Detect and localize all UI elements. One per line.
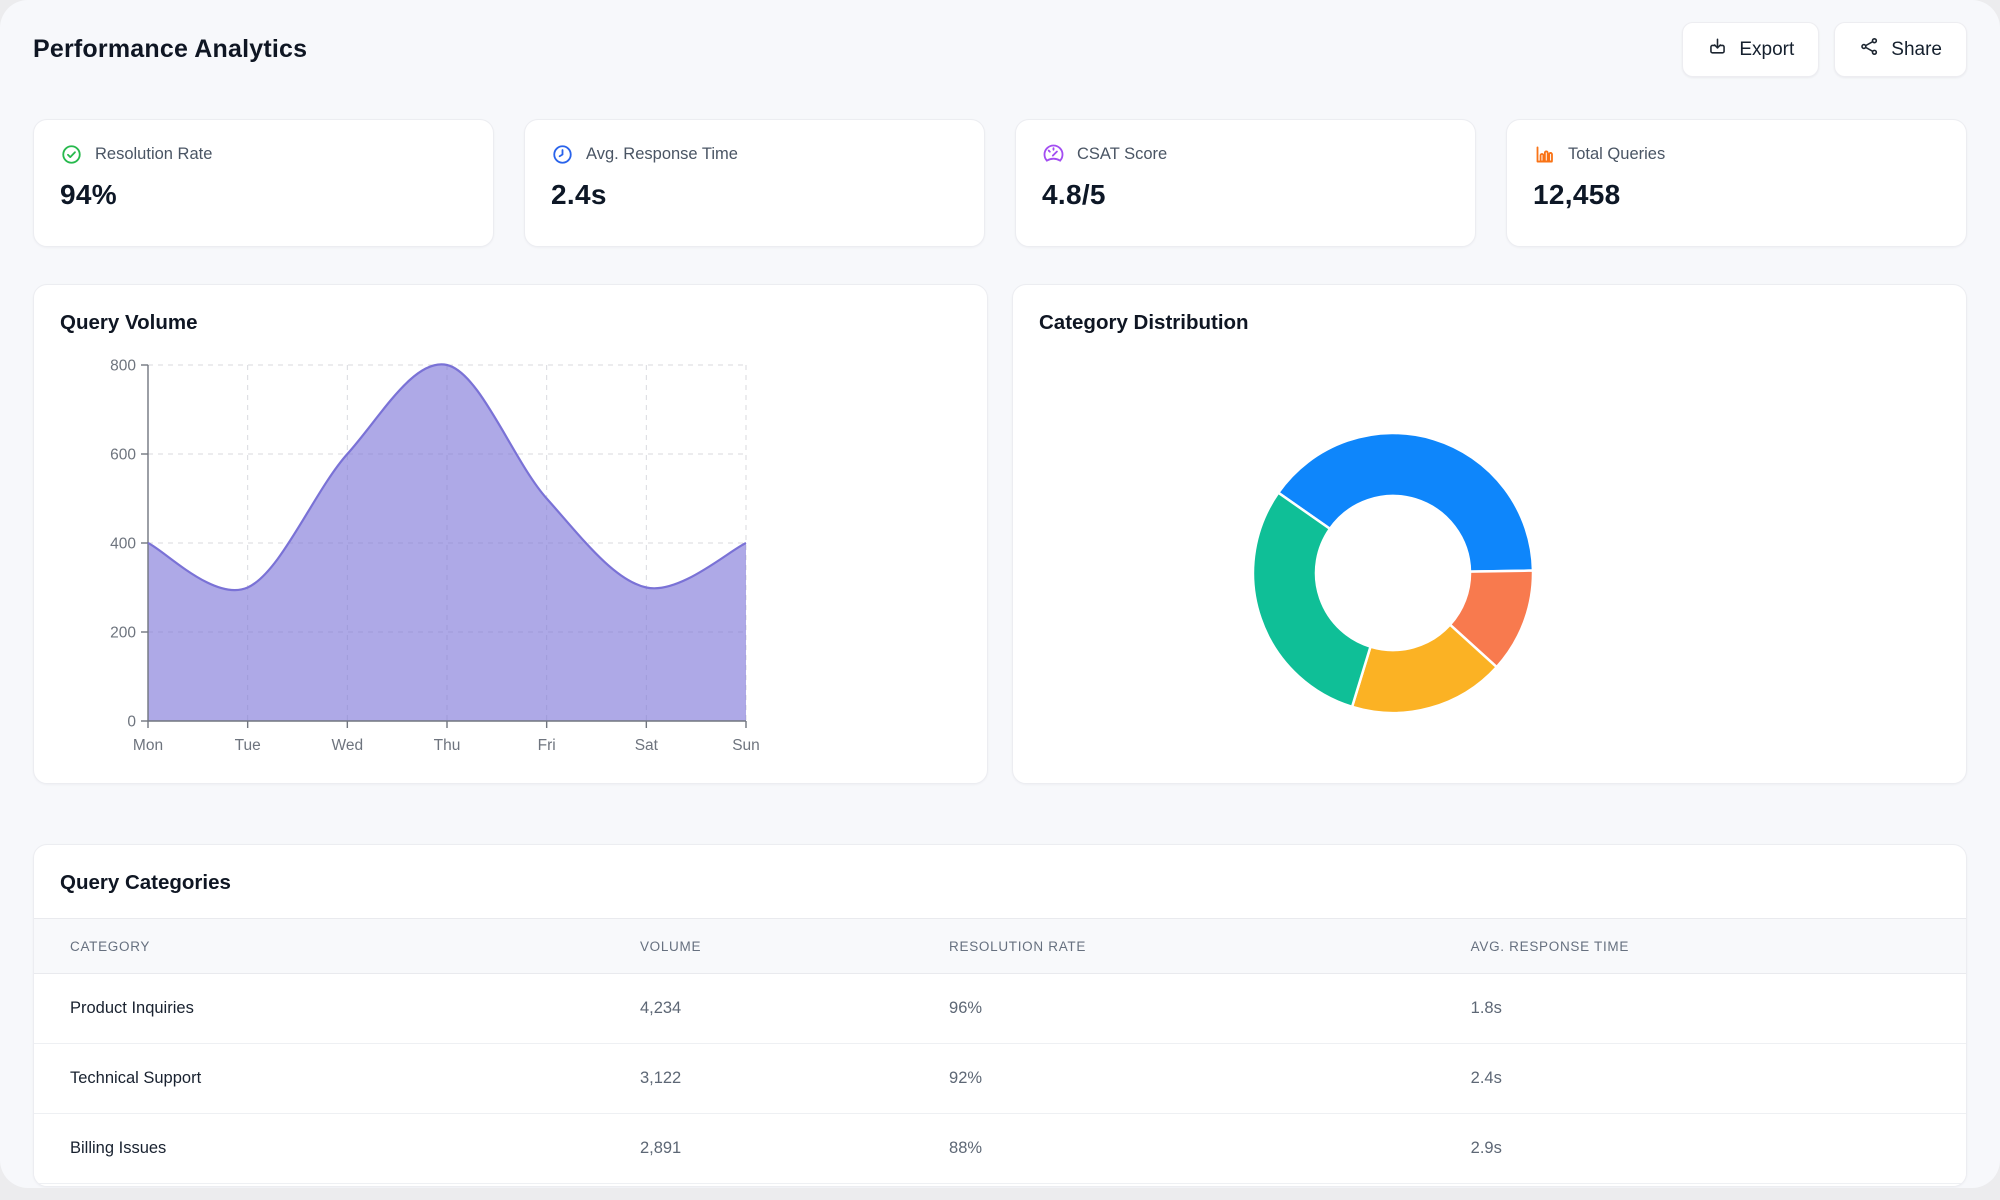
export-label: Export — [1739, 38, 1795, 60]
stat-card-csat-score: CSAT Score 4.8/5 — [1015, 119, 1476, 247]
donut-segment-teal — [1251, 490, 1373, 709]
cell-category: Product Inquiries — [70, 999, 194, 1017]
cell-resolution-rate: 92% — [949, 1069, 983, 1087]
cell-avg-response-time: 2.9s — [1470, 1139, 1502, 1157]
share-label: Share — [1891, 38, 1942, 60]
column-header-resolution-rate: Resolution Rate — [949, 938, 1087, 954]
stat-value: 4.8/5 — [1042, 179, 1106, 210]
x-tick-label: Fri — [538, 737, 556, 754]
column-header-avg-response-time: Avg. Response Time — [1470, 938, 1630, 954]
cell-volume: 2,891 — [639, 1139, 682, 1157]
stat-label: CSAT Score — [1077, 145, 1168, 163]
table-title: Query Categories — [60, 871, 231, 894]
donut-segment-blue — [1276, 431, 1535, 573]
y-tick-label: 200 — [110, 625, 136, 642]
stat-card-resolution-rate: Resolution Rate 94% — [33, 119, 494, 247]
stat-value: 2.4s — [551, 179, 607, 210]
gauge-icon — [1042, 143, 1065, 166]
table-row: Technical Support 3,122 92% 2.4s — [34, 1044, 1966, 1114]
y-tick-label: 800 — [110, 358, 136, 375]
x-tick-label: Tue — [235, 737, 261, 754]
stat-card-total-queries: Total Queries 12,458 — [1506, 119, 1967, 247]
query-volume-area-chart: 0 200 400 600 800 Mon Tue Wed Thu Fri Sat Sun — [110, 358, 760, 755]
page-title: Performance Analytics — [33, 35, 308, 63]
cell-category: Technical Support — [70, 1069, 202, 1087]
cell-volume: 3,122 — [639, 1069, 682, 1087]
stat-label: Avg. Response Time — [586, 145, 738, 163]
stat-value: 94% — [60, 179, 117, 210]
charts-row: Query Volume 0 200 400 600 800 Mon Tue Wed Thu Fr… — [33, 284, 1967, 784]
share-icon — [1859, 36, 1880, 63]
category-distribution-donut-chart — [1251, 431, 1535, 715]
donut-segment-amber — [1350, 622, 1499, 715]
share-button[interactable]: Share — [1834, 22, 1967, 77]
x-tick-label: Mon — [133, 737, 163, 754]
y-tick-label: 0 — [127, 714, 136, 731]
header-actions: Export Share — [1682, 22, 1967, 77]
column-header-category: Category — [70, 938, 151, 954]
x-tick-label: Thu — [434, 737, 461, 754]
stat-value: 12,458 — [1533, 179, 1621, 210]
area-line — [147, 363, 747, 591]
clock-icon — [551, 143, 574, 166]
bar-chart-icon — [1533, 143, 1556, 166]
check-circle-icon — [60, 143, 83, 166]
cell-category: Billing Issues — [70, 1139, 167, 1157]
cell-volume: 4,234 — [639, 999, 682, 1017]
chart-title-query-volume: Query Volume — [60, 311, 198, 334]
cell-avg-response-time: 1.8s — [1470, 999, 1502, 1017]
table-row: Product Inquiries 4,234 96% 1.8s — [34, 974, 1966, 1044]
chart-title-category-distribution: Category Distribution — [1039, 311, 1249, 334]
query-categories-card: Query Categories Category Volume Resolut… — [33, 844, 1967, 1187]
stat-card-avg-response-time: Avg. Response Time 2.4s — [524, 119, 985, 247]
y-tick-label: 600 — [110, 447, 136, 464]
cell-avg-response-time: 2.4s — [1470, 1069, 1502, 1087]
x-tick-label: Sun — [732, 737, 760, 754]
y-tick-label: 400 — [110, 536, 136, 553]
x-tick-label: Wed — [332, 737, 364, 754]
export-button[interactable]: Export — [1682, 22, 1820, 77]
stats-row: Resolution Rate 94% Avg. Response Time 2… — [33, 119, 1967, 247]
category-distribution-card: Category Distribution — [1012, 284, 1967, 784]
column-header-volume: Volume — [639, 938, 702, 954]
query-volume-card: Query Volume 0 200 400 600 800 Mon Tue Wed Thu Fr… — [33, 284, 988, 784]
download-icon — [1707, 36, 1728, 63]
stat-label: Total Queries — [1568, 145, 1666, 163]
table-row: Billing Issues 2,891 88% 2.9s — [34, 1114, 1966, 1184]
cell-resolution-rate: 96% — [949, 999, 983, 1017]
table-header-row: Category Volume Resolution Rate Avg. Res… — [34, 918, 1966, 974]
area-fill — [148, 364, 746, 721]
cell-resolution-rate: 88% — [949, 1139, 983, 1157]
x-tick-label: Sat — [635, 737, 659, 754]
stat-label: Resolution Rate — [95, 145, 213, 163]
page-header: Performance Analytics Export Share — [33, 0, 1967, 77]
